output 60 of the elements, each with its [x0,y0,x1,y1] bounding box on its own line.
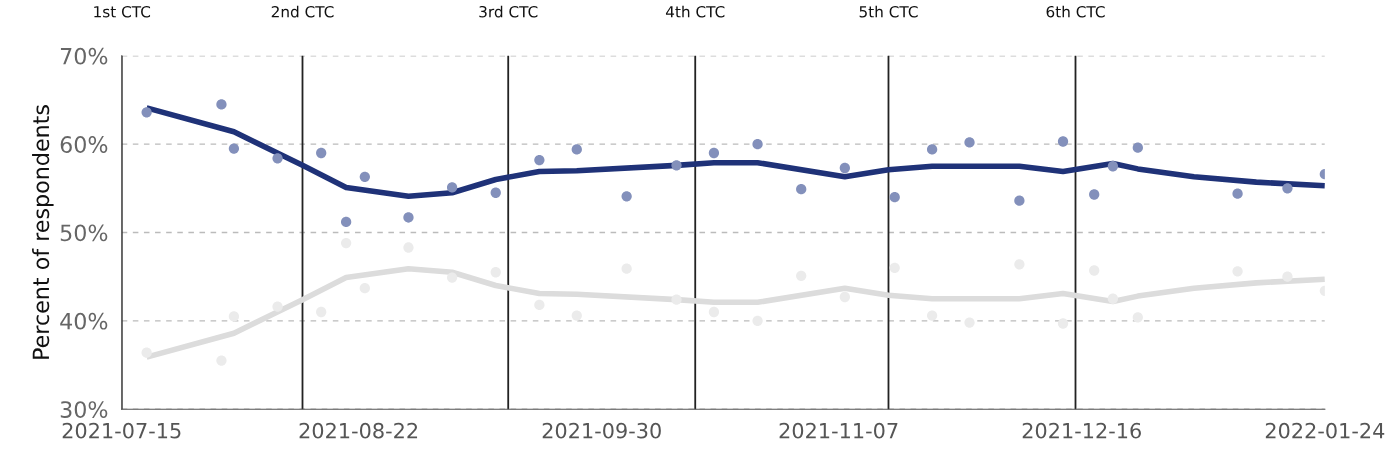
point [141,107,152,118]
point [839,291,850,303]
point [571,144,582,155]
x-tick-label: 2021-11-07 [779,422,898,439]
point [446,182,458,193]
point [571,310,582,321]
point [1132,142,1143,153]
point [272,153,283,164]
point [228,143,240,154]
point [752,139,763,150]
point [796,184,807,195]
ref-line-label: 5th CTC [859,5,918,18]
point [446,272,458,283]
x-tick-label: 2021-08-22 [299,422,418,439]
point [621,191,632,202]
point [671,160,682,171]
point [889,262,900,273]
ref-line-label: 1st CTC [94,5,151,18]
point [1132,312,1143,323]
point [1232,188,1243,199]
point [340,216,352,228]
point [403,212,414,223]
x-tick-label: 2022-01-24 [1265,422,1385,439]
point [216,99,227,110]
y-tick-label: 70% [60,47,108,65]
ref-line-label: 4th CTC [665,5,725,18]
point [316,147,327,159]
point [671,294,682,305]
point [926,144,938,155]
ref-line-label: 3rd CTC [479,5,538,18]
y-axis-title: Percent of respondents [32,105,54,359]
point [839,162,850,174]
point [708,306,720,318]
point [964,137,975,148]
point [141,347,152,358]
point [1107,293,1119,304]
ref-line-label: 6th CTC [1046,5,1105,18]
x-tick-label: 2021-12-16 [1022,422,1141,439]
point [926,310,938,321]
point [1107,161,1119,172]
point [1282,183,1293,194]
point [490,187,501,198]
ref-line-label: 2nd CTC [271,5,334,18]
point [272,301,283,312]
y-tick-label: 30% [60,401,108,418]
x-tick-label: 2021-07-15 [62,422,181,439]
point [1057,136,1069,147]
point [1057,318,1069,329]
point [1014,195,1025,206]
point [708,147,720,159]
point [1282,271,1293,282]
y-tick-label: 60% [60,136,108,153]
point [228,311,240,322]
y-tick-label: 50% [60,224,108,242]
point [889,192,900,203]
point [359,171,370,182]
point [1089,189,1100,200]
x-tick-label: 2021-09-30 [542,422,661,439]
y-tick-label: 40% [60,312,108,330]
point [534,154,545,166]
